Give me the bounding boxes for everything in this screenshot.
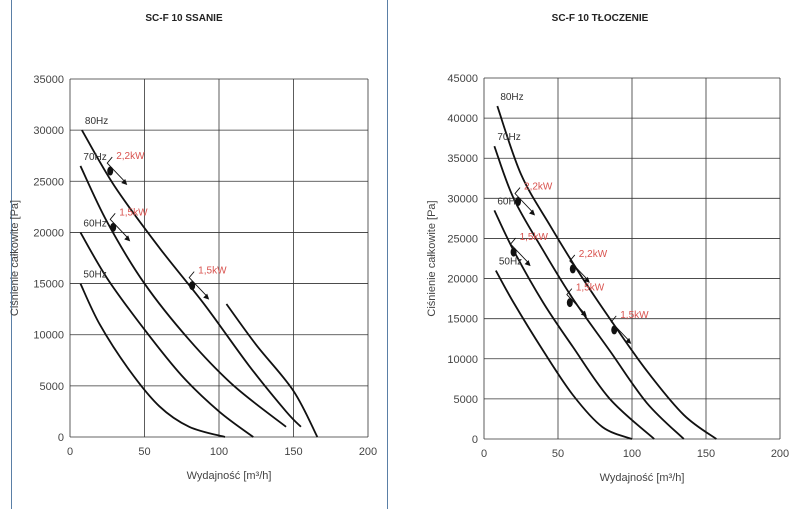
power-marker: 2,2kW [514,182,553,216]
marker-arrowhead [203,293,210,300]
marker-dot [611,325,618,335]
marker-label: 1,5kW [119,207,148,218]
y-tick-label: 20000 [33,227,64,239]
series-line [79,165,287,428]
divider-left [11,0,12,509]
marker-label: 2,2kW [579,249,608,260]
y-tick-label: 35000 [447,153,478,165]
marker-arrow [569,254,590,282]
marker-dot [566,298,573,308]
marker-arrow [514,187,535,214]
y-tick-label: 30000 [33,125,64,137]
x-tick-label: 200 [771,448,789,460]
x-tick-label: 100 [623,448,641,460]
marker-dot [515,197,522,207]
marker-arrow [566,288,587,315]
marker-dot [510,247,517,257]
y-tick-label: 10000 [33,330,64,342]
marker-arrow [188,271,209,298]
marker-arrow [106,156,127,184]
marker-dot [107,166,114,176]
y-tick-label: 20000 [447,274,478,286]
marker-arrow [109,213,130,240]
series-line [493,209,655,440]
series-line [225,303,319,438]
chart-title: SC-F 10 TŁOCZENIE [552,13,649,24]
x-tick-label: 0 [481,448,487,460]
y-axis-label: Ciśnienie całkowite [Pa] [9,200,21,316]
marker-arrowhead [121,179,128,186]
chart-title: SC-F 10 SSANIE [145,13,223,24]
marker-label: 1,5kW [198,266,227,277]
x-tick-label: 50 [552,448,564,460]
power-marker: 1,5kW [188,266,227,300]
divider-middle [387,0,388,509]
series-label: 70Hz [497,132,520,143]
series-line [496,105,717,440]
series-line [81,129,302,428]
marker-dot [189,281,196,291]
power-marker: 1,5kW [109,207,148,242]
marker-label: 2,2kW [116,151,145,162]
marker-arrowhead [524,260,531,267]
marker-dot [110,222,117,232]
marker-arrowhead [124,235,131,242]
marker-arrow [610,315,631,343]
y-tick-label: 15000 [447,314,478,326]
power-marker: 1,5kW [509,232,549,267]
x-tick-label: 200 [359,446,377,458]
series-label: 60Hz [497,196,520,207]
series-label: 80Hz [85,116,108,127]
power-marker: 2,2kW [106,151,145,186]
marker-dot [569,264,576,274]
series-line [79,231,254,438]
x-tick-label: 50 [138,446,150,458]
x-tick-label: 100 [210,446,228,458]
y-tick-label: 45000 [447,73,478,85]
chart-tloczenie: SC-F 10 TŁOCZENIE 0 50 100 150 200 0 5000 10000 1… [426,13,789,484]
x-tick-label: 150 [697,448,715,460]
y-tick-label: 25000 [447,233,478,245]
series-label: 80Hz [500,92,523,103]
y-tick-label: 25000 [33,176,64,188]
y-tick-label: 40000 [447,113,478,125]
y-tick-label: 0 [58,432,64,444]
marker-label: 1,5kW [620,310,649,321]
y-tick-label: 15000 [33,279,64,291]
marker-arrowhead [580,310,587,317]
power-marker: 1,5kW [610,310,649,344]
y-tick-label: 5000 [454,394,478,406]
chart-ssanie: SC-F 10 SSANIE 0 50 100 150 200 0 5000 10000 1500… [9,13,377,482]
y-tick-label: 30000 [447,193,478,205]
series-label: 60Hz [83,218,106,229]
marker-arrowhead [529,209,536,216]
y-tick-label: 0 [472,434,478,446]
marker-label: 2,2kW [524,182,553,193]
x-tick-label: 0 [67,446,73,458]
series-label: 50Hz [83,270,106,281]
x-axis-label: Wydajność [m³/h] [600,472,685,484]
series-line [493,145,685,440]
series-label: 70Hz [83,152,106,163]
y-tick-label: 5000 [40,381,64,393]
y-axis-label: Ciśnienie całkowite [Pa] [426,200,438,316]
y-tick-label: 10000 [447,354,478,366]
marker-label: 1,5kW [576,283,605,294]
power-marker: 1,5kW [566,283,605,317]
x-axis-label: Wydajność [m³/h] [187,470,272,482]
marker-label: 1,5kW [520,232,549,243]
series-line [495,270,633,440]
marker-arrowhead [583,276,590,283]
series-line [79,283,226,438]
power-marker: 2,2kW [569,249,608,283]
series-label: 50Hz [499,257,522,268]
marker-arrowhead [625,337,632,344]
x-tick-label: 150 [284,446,302,458]
y-tick-label: 35000 [33,74,64,86]
marker-arrow [509,237,530,265]
